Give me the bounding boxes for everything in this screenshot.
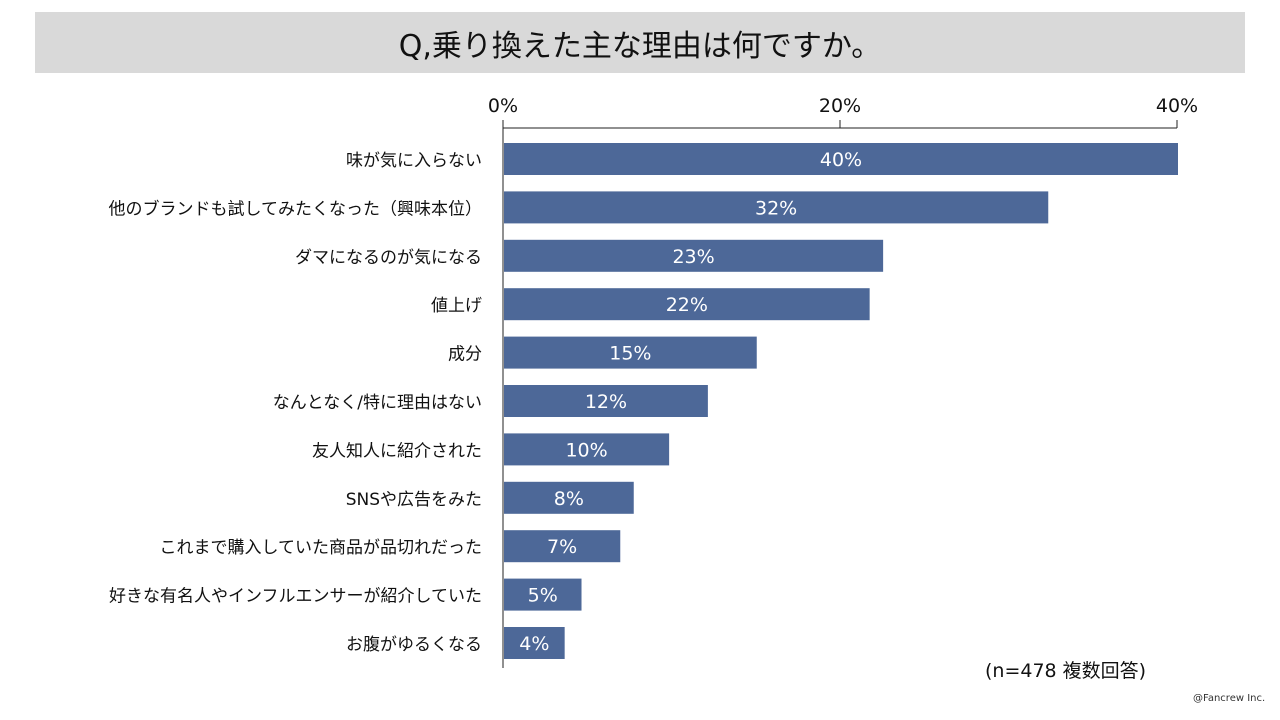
x-tick-label: 40% <box>1156 95 1198 117</box>
category-label: お腹がゆるくなる <box>346 635 482 655</box>
bar <box>504 530 621 563</box>
category-label: 味が気に入らない <box>346 151 482 171</box>
bar <box>504 481 634 514</box>
bar <box>504 627 565 659</box>
x-tick-label: 20% <box>819 95 861 117</box>
bar <box>504 143 1178 175</box>
data-label: 10% <box>565 439 607 461</box>
data-label: 4% <box>519 633 549 655</box>
data-label: 12% <box>585 391 627 413</box>
data-label: 22% <box>666 294 708 316</box>
category-label: なんとなく/特に理由はない <box>273 393 482 413</box>
category-label: ダマになるのが気になる <box>295 248 482 268</box>
bar <box>504 239 884 272</box>
category-label: 他のブランドも試してみたくなった（興味本位） <box>109 198 483 219</box>
bar <box>504 578 582 611</box>
x-tick-label: 0% <box>488 95 518 117</box>
bar <box>504 433 670 466</box>
data-label: 8% <box>554 488 584 510</box>
category-label: 成分 <box>448 345 482 365</box>
data-label: 15% <box>609 343 651 365</box>
category-label: 友人知人に紹介された <box>312 441 482 461</box>
sample-size-note: (n=478 複数回答) <box>985 660 1147 682</box>
bar <box>504 385 708 417</box>
chart-title: Q,乗り換えた主な理由は何ですか。 <box>398 28 882 64</box>
data-label: 32% <box>755 197 797 219</box>
category-label: 好きな有名人やインフルエンサーが紹介していた <box>109 587 482 607</box>
bar <box>504 336 757 369</box>
copyright: @Fancrew Inc. <box>1193 693 1266 704</box>
data-label: 40% <box>820 149 862 171</box>
bar <box>504 288 870 321</box>
data-label: 5% <box>528 585 558 607</box>
bar <box>504 191 1049 224</box>
category-label: これまで購入していた商品が品切れだった <box>160 538 483 558</box>
category-label: 値上げ <box>431 296 482 316</box>
data-label: 23% <box>672 246 714 268</box>
data-label: 7% <box>547 536 577 558</box>
title-band: Q,乗り換えた主な理由は何ですか。 <box>35 12 1245 73</box>
category-label: SNSや広告をみた <box>346 490 482 510</box>
